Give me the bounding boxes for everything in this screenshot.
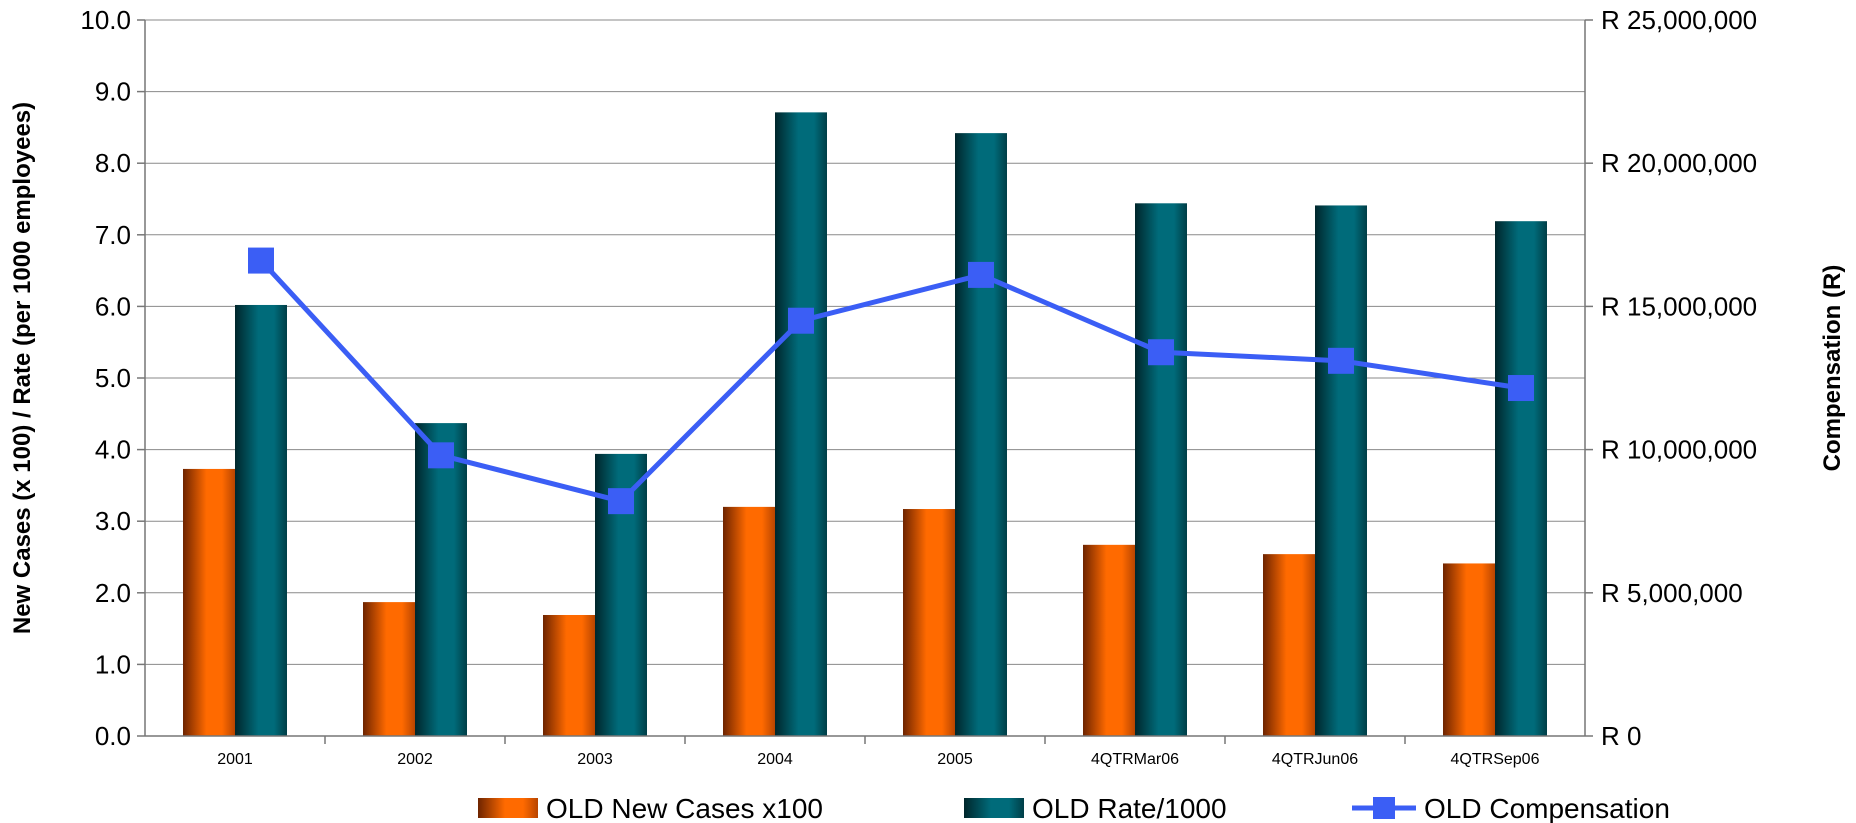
y-axis-right-title: Compensation (R)	[1819, 265, 1846, 472]
compensation-marker	[428, 442, 454, 469]
legend-label-rate: OLD Rate/1000	[1032, 793, 1227, 823]
x-tick-label: 2004	[757, 751, 793, 768]
legend: OLD New Cases x100 OLD Rate/1000 OLD Com…	[478, 793, 1670, 823]
right-tick-label: R 5,000,000	[1601, 578, 1743, 608]
x-tick-label: 4QTRSep06	[1451, 751, 1540, 768]
right-tick-label: R 0	[1601, 721, 1641, 751]
bar-rate	[1315, 205, 1367, 737]
left-tick-label: 1.0	[95, 649, 131, 679]
bar-new-cases	[1263, 554, 1315, 736]
compensation-line-path	[259, 258, 1522, 504]
compensation-marker	[608, 488, 634, 515]
left-tick-label: 7.0	[95, 220, 131, 250]
compensation-marker	[1328, 347, 1354, 374]
left-tick-label: 9.0	[95, 77, 131, 107]
left-tick-label: 3.0	[95, 506, 131, 536]
x-tick-label: 4QTRMar06	[1091, 751, 1179, 768]
legend-item-compensation: OLD Compensation	[1352, 793, 1670, 823]
bar-new-cases	[183, 468, 235, 736]
left-tick-label: 5.0	[95, 363, 131, 393]
left-tick-label: 8.0	[95, 148, 131, 178]
compensation-marker	[248, 247, 274, 274]
bar-rate	[1495, 221, 1547, 737]
x-tick-label: 4QTRJun06	[1272, 751, 1358, 768]
compensation-line	[248, 247, 1534, 515]
grid-lines	[145, 19, 1585, 665]
right-tick-label: R 25,000,000	[1601, 5, 1757, 35]
compensation-marker	[968, 261, 994, 288]
x-tick-label: 2002	[397, 751, 433, 768]
x-tick-label: 2001	[217, 751, 253, 768]
bar-new-cases	[1083, 544, 1135, 736]
legend-swatch-new-cases	[478, 798, 538, 818]
bar-rate	[415, 423, 467, 736]
legend-marker-compensation	[1373, 797, 1395, 819]
compensation-marker	[1148, 339, 1174, 366]
bar-rate	[235, 304, 287, 736]
left-tick-label: 4.0	[95, 435, 131, 465]
bar-new-cases	[723, 506, 775, 736]
x-tick-label: 2005	[937, 751, 973, 768]
axes	[137, 19, 1593, 744]
x-tick-label: 2003	[577, 751, 613, 768]
legend-label-new-cases: OLD New Cases x100	[546, 793, 823, 823]
right-tick-label: R 20,000,000	[1601, 148, 1757, 178]
compensation-marker	[788, 307, 814, 334]
bars	[183, 112, 1547, 737]
right-tick-label: R 15,000,000	[1601, 291, 1757, 321]
bar-rate	[775, 112, 827, 736]
bar-new-cases	[1443, 563, 1495, 736]
bar-new-cases	[903, 509, 955, 736]
y-axis-left-title: New Cases (x 100) / Rate (per 1000 emplo…	[9, 102, 36, 634]
left-tick-label: 2.0	[95, 578, 131, 608]
legend-item-new-cases: OLD New Cases x100	[478, 793, 823, 823]
legend-swatch-rate	[964, 798, 1024, 818]
left-tick-label: 6.0	[95, 291, 131, 321]
legend-label-compensation: OLD Compensation	[1424, 793, 1670, 823]
bar-rate	[1135, 203, 1187, 736]
legend-item-rate: OLD Rate/1000	[964, 793, 1227, 823]
bar-new-cases	[543, 614, 595, 736]
bar-new-cases	[363, 602, 415, 736]
left-tick-label: 0.0	[95, 721, 131, 751]
right-tick-label: R 10,000,000	[1601, 435, 1757, 465]
left-tick-label: 10.0	[80, 5, 131, 35]
tick-labels: 0.0 1.0 2.0 3.0 4.0 5.0 6.0 7.0 8.0 9.0 10.0 R 0 R 5…	[80, 5, 1757, 768]
compensation-marker	[1508, 375, 1534, 402]
bar-rate	[955, 133, 1007, 737]
